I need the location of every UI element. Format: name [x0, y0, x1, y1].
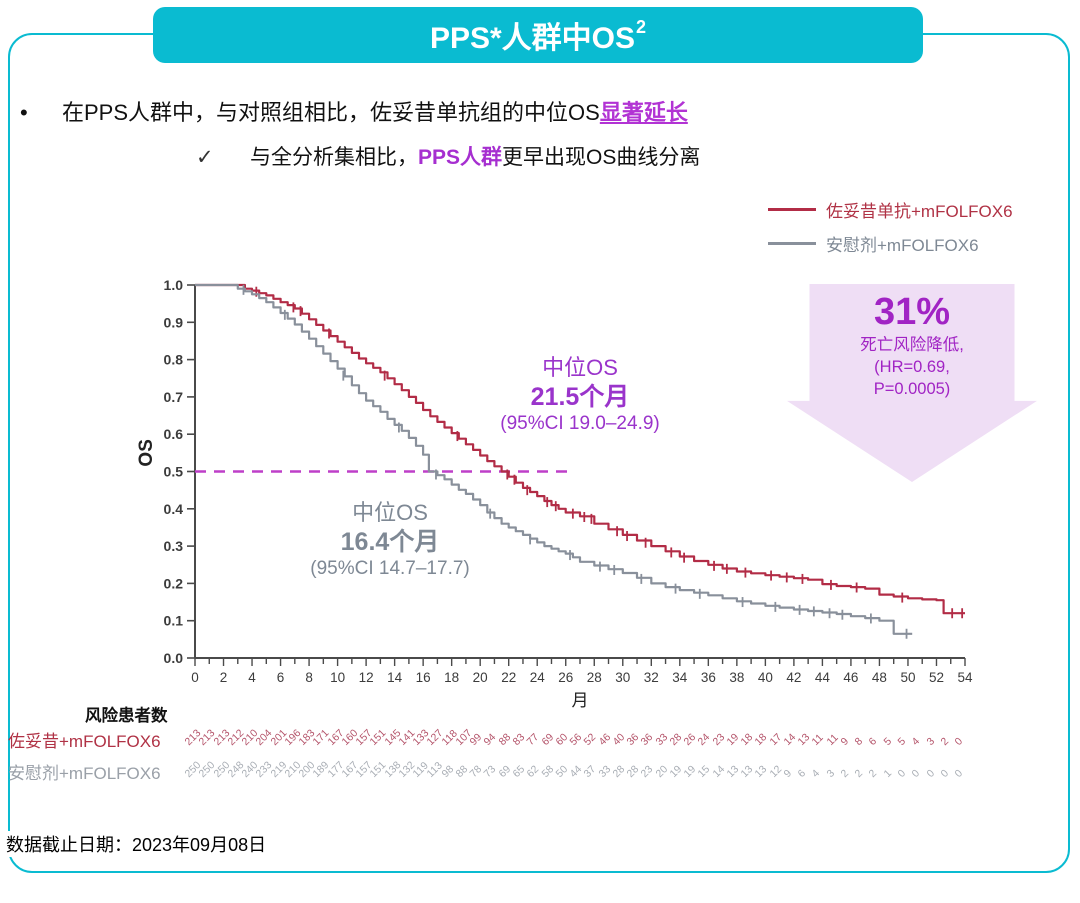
at-risk-row-label-placebo: 安慰剂+mFOLFOX6: [8, 764, 161, 783]
svg-text:30: 30: [615, 670, 630, 685]
hazard-ratio-text: (HR=0.69,: [874, 358, 950, 377]
risk-reduction-text: 死亡风险降低,: [860, 335, 964, 354]
median-os-ci: (95%CI 19.0–24.9): [500, 413, 660, 435]
legend-item-placebo: 安慰剂+mFOLFOX6: [768, 226, 1013, 260]
svg-text:月: 月: [572, 691, 589, 710]
svg-text:50: 50: [900, 670, 915, 685]
p-value-text: P=0.0005): [873, 380, 951, 399]
bullet2-text-prefix: 与全分析集相比，: [250, 146, 418, 169]
bullet2-highlight: PPS人群: [418, 146, 503, 169]
checkmark-icon: ✓: [196, 146, 214, 169]
legend-label-zolbetuximab: 佐妥昔单抗+mFOLFOX6: [826, 201, 1013, 221]
svg-text:6: 6: [277, 670, 285, 685]
svg-text:0.4: 0.4: [164, 501, 184, 517]
page-title: PPS*人群中OS: [429, 22, 636, 55]
svg-text:10: 10: [330, 670, 345, 685]
svg-text:26: 26: [558, 670, 573, 685]
svg-text:0.1: 0.1: [164, 613, 184, 629]
svg-text:24: 24: [530, 670, 546, 685]
median-os-value: 21.5个月: [530, 382, 630, 411]
svg-text:32: 32: [644, 670, 659, 685]
bullet-line-1: • 在PPS人群中，与对照组相比，佐妥昔单抗组的中位OS显著延长: [20, 95, 688, 127]
svg-text:0.7: 0.7: [164, 389, 184, 405]
median-annotation-zolbetuximab: 中位OS 21.5个月 (95%CI 19.0–24.9): [440, 355, 720, 436]
svg-text:54: 54: [957, 670, 973, 685]
legend-line-gray: [768, 241, 816, 245]
svg-text:42: 42: [786, 670, 801, 685]
at-risk-header: 风险患者数: [85, 707, 168, 725]
svg-text:48: 48: [872, 670, 887, 685]
median-os-label: 中位OS: [542, 355, 618, 380]
median-os-value: 16.4个月: [340, 527, 440, 556]
svg-text:0: 0: [191, 670, 199, 685]
svg-text:52: 52: [929, 670, 944, 685]
svg-text:1.0: 1.0: [164, 277, 184, 293]
svg-text:20: 20: [473, 670, 488, 685]
svg-text:8: 8: [305, 670, 313, 685]
bullet1-highlight: 显著延长: [599, 100, 688, 125]
svg-text:12: 12: [359, 670, 374, 685]
svg-text:0.2: 0.2: [164, 575, 184, 591]
legend: 佐妥昔单抗+mFOLFOX6 安慰剂+mFOLFOX6: [768, 192, 1013, 260]
svg-text:14: 14: [387, 670, 403, 685]
median-os-label: 中位OS: [352, 500, 428, 525]
svg-text:2: 2: [220, 670, 228, 685]
svg-text:4: 4: [248, 670, 256, 685]
svg-text:0.9: 0.9: [164, 314, 184, 330]
bullet-dot: •: [20, 100, 28, 125]
svg-text:0.5: 0.5: [164, 464, 184, 480]
svg-text:44: 44: [815, 670, 831, 685]
risk-reduction-percent: 31%: [873, 291, 951, 333]
bullet-line-2: ✓ 与全分析集相比，PPS人群更早出现OS曲线分离: [196, 141, 700, 171]
title-banner: PPS*人群中OS 2: [153, 7, 923, 63]
svg-text:28: 28: [587, 670, 602, 685]
svg-text:22: 22: [501, 670, 516, 685]
data-cutoff-note: 数据截止日期：2023年09月08日: [6, 831, 273, 857]
svg-text:38: 38: [729, 670, 744, 685]
median-os-ci: (95%CI 14.7–17.7): [310, 558, 470, 580]
legend-item-zolbetuximab: 佐妥昔单抗+mFOLFOX6: [768, 192, 1013, 226]
svg-text:40: 40: [758, 670, 773, 685]
legend-label-placebo: 安慰剂+mFOLFOX6: [826, 235, 979, 255]
svg-text:0.0: 0.0: [164, 650, 184, 666]
svg-text:0.3: 0.3: [164, 538, 184, 554]
svg-text:OS: OS: [136, 439, 157, 466]
median-annotation-placebo: 中位OS 16.4个月 (95%CI 14.7–17.7): [250, 500, 530, 581]
legend-line-red: [768, 207, 816, 211]
at-risk-row-label-zolbetuximab: 佐妥昔+mFOLFOX6: [8, 732, 161, 751]
km-survival-chart: 1.00.90.80.70.60.50.40.30.20.10.00 2 4 6 8 10…: [136, 277, 973, 710]
svg-text:46: 46: [843, 670, 858, 685]
svg-text:0.8: 0.8: [164, 352, 184, 368]
svg-text:0.6: 0.6: [164, 426, 184, 442]
svg-text:34: 34: [672, 670, 688, 685]
svg-text:18: 18: [444, 670, 459, 685]
svg-text:36: 36: [701, 670, 716, 685]
bullet2-text-suffix: 更早出现OS曲线分离: [502, 146, 701, 169]
bullet1-text: 在PPS人群中，与对照组相比，佐妥昔单抗组的中位OS: [62, 100, 600, 125]
svg-text:16: 16: [416, 670, 431, 685]
